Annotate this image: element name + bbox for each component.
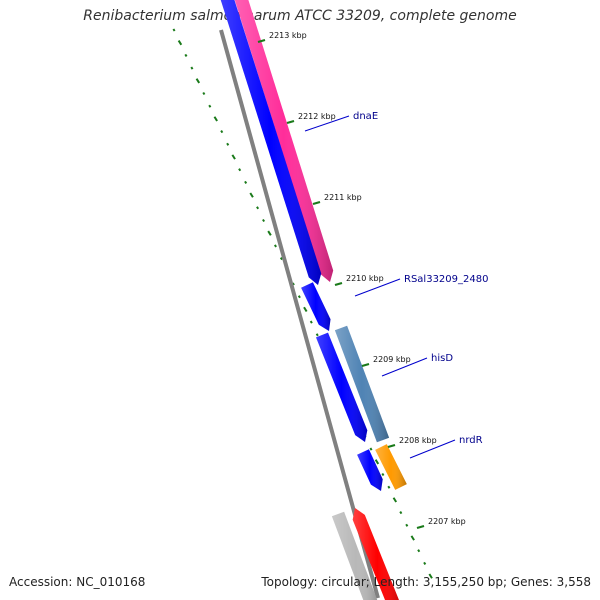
gc-dot-track <box>172 28 433 579</box>
gc-dot <box>195 78 201 84</box>
gc-dot <box>279 257 283 261</box>
kbp-tick-label: 2212 kbp <box>298 112 336 121</box>
genome-summary-text: Topology: circular; Length: 3,155,250 bp… <box>261 575 591 589</box>
tick-track: 2213 kbp 2212 kbp 2211 kbp 2210 kbp 2209 kbp… <box>257 31 466 530</box>
feature-shade-magenta-top <box>234 0 334 282</box>
feature-shade-grey-bottom <box>331 511 378 600</box>
feature-shade-blue-small <box>301 282 331 331</box>
gc-dot <box>184 53 188 57</box>
gc-dot <box>423 561 427 565</box>
gc-dot <box>226 142 230 146</box>
gene-label-track: dnaE RSal33209_2480 hisD nrdR <box>304 111 488 459</box>
gc-dot <box>410 535 415 541</box>
gene-label[interactable]: hisD <box>431 353 453 364</box>
gene-label[interactable]: dnaE <box>353 111 378 122</box>
gc-dot <box>267 230 272 236</box>
backbone-line <box>219 29 380 599</box>
kbp-tick-mark <box>334 281 343 287</box>
feature-shade-blue-low <box>357 449 383 491</box>
feature-shade-blue-top <box>220 0 322 285</box>
feature-shade-orange-nrdR <box>375 444 407 490</box>
gc-dot <box>220 130 224 134</box>
gc-dot <box>405 523 409 527</box>
gc-dot <box>238 168 242 172</box>
kbp-tick-mark <box>257 38 266 44</box>
gc-dot <box>262 218 266 223</box>
kbp-tick-mark <box>312 200 321 206</box>
gc-dot <box>369 447 373 451</box>
kbp-tick-label: 2209 kbp <box>373 355 411 364</box>
gc-dot <box>303 306 308 313</box>
kbp-tick-label: 2211 kbp <box>324 193 362 202</box>
accession-text: Accession: NC_010168 <box>9 575 146 589</box>
gene-label-leader-line <box>409 439 456 459</box>
feature-shade-red-bottom <box>352 508 399 600</box>
gc-dot <box>399 511 403 515</box>
gc-dot <box>213 116 218 122</box>
gc-dot <box>297 295 301 299</box>
gc-dot <box>249 192 254 198</box>
gc-dot <box>273 244 277 248</box>
kbp-tick-label: 2210 kbp <box>346 274 384 283</box>
kbp-tick-mark <box>416 524 425 530</box>
gc-dot <box>202 91 206 96</box>
gc-dot <box>417 549 421 553</box>
gc-dot <box>392 497 398 503</box>
gc-dot <box>315 333 319 337</box>
kbp-tick-label: 2207 kbp <box>428 517 466 526</box>
gc-dot <box>177 40 183 46</box>
gc-dot <box>428 573 433 579</box>
gc-dot <box>190 66 194 70</box>
gc-dot <box>208 104 212 108</box>
feature-shade-steelblue-hisD <box>334 325 390 443</box>
gene-label[interactable]: RSal33209_2480 <box>404 274 488 285</box>
gc-dot <box>231 154 236 160</box>
feature-shade-blue-mid <box>316 332 368 442</box>
gc-dot <box>256 206 260 210</box>
gc-dot <box>374 459 380 465</box>
map-title: Renibacterium salmoninarum ATCC 33209, c… <box>83 8 517 24</box>
kbp-tick-mark <box>361 362 370 368</box>
kbp-tick-mark <box>286 119 295 125</box>
gc-dot <box>244 180 248 184</box>
gc-dot <box>381 472 385 477</box>
gene-label-leader-line <box>381 357 428 377</box>
kbp-tick-mark <box>387 443 396 449</box>
feature-track <box>220 0 407 600</box>
kbp-tick-label: 2208 kbp <box>399 436 437 445</box>
gene-label-leader-line <box>304 115 350 132</box>
gene-label-leader-line <box>354 278 401 297</box>
gene-label[interactable]: nrdR <box>459 435 483 446</box>
gc-dot <box>309 320 313 324</box>
gc-dot <box>172 28 176 32</box>
kbp-tick-label: 2213 kbp <box>269 31 307 40</box>
gc-dot <box>387 485 391 489</box>
